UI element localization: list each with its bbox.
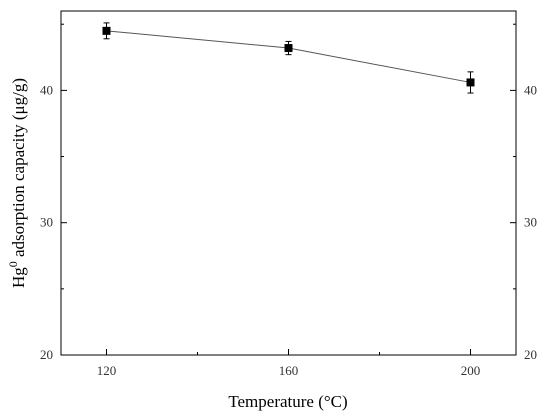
x-tick-label: 200 <box>461 363 481 378</box>
y-tick-label: 40 <box>40 82 53 97</box>
x-tick-label: 120 <box>97 363 117 378</box>
series-line <box>106 30 471 83</box>
series <box>102 22 475 94</box>
x-tick-label: 160 <box>279 363 299 378</box>
y-tick-label: 20 <box>40 347 53 362</box>
y-tick-label-right: 20 <box>524 347 537 362</box>
y-axis-title-rest: adsorption capacity (μg/g) <box>9 78 28 261</box>
plot-frame <box>60 10 517 356</box>
data-point <box>466 78 475 87</box>
y-axis-title-superscript: 0 <box>6 261 20 267</box>
y-axis-title-base: Hg <box>9 267 28 288</box>
y-axis-title: Hg0 adsorption capacity (μg/g) <box>6 78 28 288</box>
y-tick-label-right: 40 <box>524 82 537 97</box>
data-point <box>284 44 293 53</box>
y-ticks-right: 20 30 40 <box>510 23 537 362</box>
y-ticks-left: 20 30 40 <box>40 23 67 362</box>
y-tick-label: 30 <box>40 215 53 230</box>
x-axis-title: Temperature (°C) <box>228 392 347 411</box>
data-point <box>102 26 111 35</box>
x-ticks: 120 160 200 <box>97 349 481 378</box>
y-tick-label-right: 30 <box>524 215 537 230</box>
